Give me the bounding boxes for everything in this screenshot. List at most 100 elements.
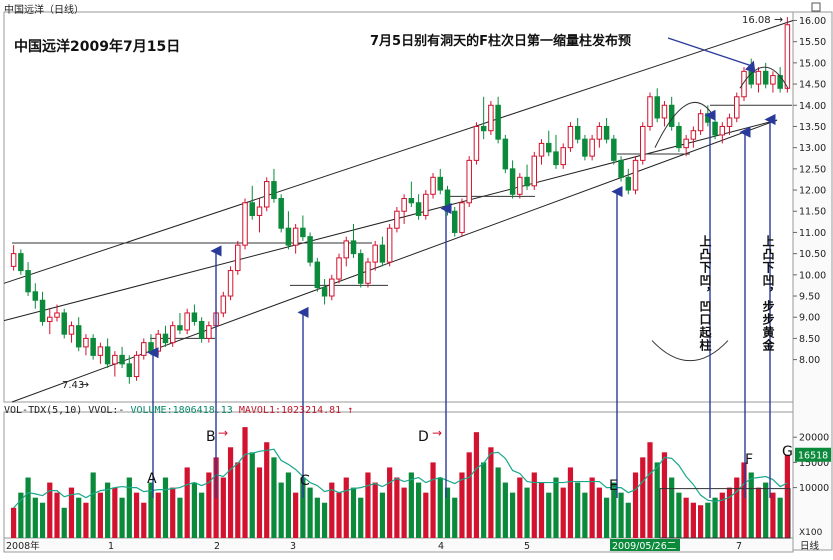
volume-bar-15 xyxy=(119,497,125,538)
volume-bar-87 xyxy=(640,457,646,538)
volume-bar-51 xyxy=(379,492,386,538)
candle-body-79 xyxy=(582,138,588,157)
volume-bar-80 xyxy=(589,477,595,538)
candle-body-30 xyxy=(227,270,234,297)
volume-bar-93 xyxy=(683,497,689,538)
candle-body-33 xyxy=(249,202,255,216)
volume-legend-arrow: ↑ xyxy=(347,405,354,416)
candle-body-69 xyxy=(509,168,516,195)
candle-body-71 xyxy=(524,176,530,187)
candle-body-16 xyxy=(126,363,133,378)
volume-bar-47 xyxy=(350,487,357,538)
candle-body-20 xyxy=(155,333,161,352)
price-tick-label: 10.00 xyxy=(799,270,826,281)
volume-bar-79 xyxy=(582,492,588,538)
candle-body-87 xyxy=(640,125,646,161)
annotation-vertical-2: 上凸下凹，步步黄金 xyxy=(761,235,775,352)
volume-bar-33 xyxy=(249,452,255,538)
volume-bar-75 xyxy=(553,477,559,538)
volume-bar-25 xyxy=(191,482,198,538)
candle-body-52 xyxy=(386,227,393,263)
volume-bar-55 xyxy=(408,472,414,538)
candle-body-101 xyxy=(741,70,747,98)
price-tick-label: 16.00 xyxy=(799,16,826,27)
volume-bar-64 xyxy=(473,432,480,538)
marker-letter-E: E xyxy=(609,478,618,494)
volume-bar-32 xyxy=(242,427,248,538)
candle-body-38 xyxy=(285,227,292,246)
candle-body-34 xyxy=(256,206,263,216)
volume-tick-label: 20000 xyxy=(799,433,829,444)
volume-bar-101 xyxy=(741,462,747,538)
arc-convex-2 xyxy=(739,66,789,89)
candle-body-35 xyxy=(263,181,270,208)
volume-bar-99 xyxy=(726,487,733,538)
volume-bar-76 xyxy=(560,487,566,538)
candle-body-6 xyxy=(54,312,60,318)
price-tick-label: 15.00 xyxy=(799,58,826,69)
marker-letter-A: A xyxy=(147,471,157,487)
candle-body-65 xyxy=(480,125,487,132)
price-tick-label: 10.50 xyxy=(799,249,826,260)
candle-body-10 xyxy=(83,337,89,348)
candle-body-49 xyxy=(365,261,371,284)
candle-body-98 xyxy=(719,125,726,136)
candle-body-63 xyxy=(466,159,472,204)
high-price-pointer: → xyxy=(774,13,783,26)
candle-body-100 xyxy=(734,96,740,119)
annotation-vertical-1: 上凸下凹，凹口起柱 xyxy=(698,235,712,352)
marker-letter-F: F xyxy=(745,452,753,468)
volume-bar-58 xyxy=(430,462,436,538)
volume-bar-0 xyxy=(11,507,17,538)
candle-body-67 xyxy=(495,104,501,140)
candle-body-105 xyxy=(770,75,776,85)
candle-body-39 xyxy=(292,227,299,246)
price-tick-label: 12.50 xyxy=(799,164,826,175)
candle-body-9 xyxy=(75,325,82,348)
date-label-6: 2009/05/26二 xyxy=(612,541,676,552)
price-tick-label: 14.00 xyxy=(799,101,826,112)
low-price-pointer: → xyxy=(80,378,89,391)
price-panel-frame xyxy=(3,11,794,403)
volume-bar-78 xyxy=(575,482,581,538)
candle-body-1 xyxy=(18,253,24,272)
volume-bar-5 xyxy=(47,482,53,538)
volume-bar-48 xyxy=(358,497,364,538)
volume-bar-91 xyxy=(669,477,675,538)
pointer-arrow-D: → xyxy=(432,426,442,440)
volume-bar-67 xyxy=(495,467,501,538)
marker-letter-D: D xyxy=(418,429,429,445)
volume-bar-98 xyxy=(719,492,725,538)
candle-body-83 xyxy=(611,138,617,161)
volume-bar-68 xyxy=(502,482,508,538)
volume-legend-volume: VOLUME:1806418.13 xyxy=(130,405,233,416)
volume-tick-label: 15000 xyxy=(799,458,829,469)
candle-body-103 xyxy=(755,70,762,85)
candle-body-3 xyxy=(32,291,39,301)
date-label-2: 2 xyxy=(214,541,220,552)
volume-bar-77 xyxy=(567,467,574,538)
volume-bar-38 xyxy=(285,472,292,538)
volume-bar-45 xyxy=(336,492,342,538)
candle-body-94 xyxy=(690,130,697,140)
volume-bar-49 xyxy=(365,472,371,538)
volume-bar-72 xyxy=(531,472,537,538)
stock-title: 中国远洋（日线） xyxy=(4,5,84,16)
volume-bar-104 xyxy=(763,482,769,538)
arc-concave-vol xyxy=(651,340,729,362)
candle-body-68 xyxy=(502,138,509,170)
marker-letter-B: B xyxy=(206,429,216,445)
volume-bar-94 xyxy=(690,502,696,538)
candle-body-91 xyxy=(668,104,675,127)
candle-body-55 xyxy=(408,198,415,204)
candle-body-48 xyxy=(357,253,364,284)
candle-body-56 xyxy=(415,202,422,216)
volume-bar-52 xyxy=(387,467,393,538)
candle-body-64 xyxy=(473,125,480,161)
candle-body-31 xyxy=(235,244,241,272)
volume-bar-26 xyxy=(199,492,205,538)
volume-bar-37 xyxy=(278,482,284,538)
price-tick-label: 9.00 xyxy=(799,313,820,324)
volume-bar-56 xyxy=(415,482,422,538)
volume-bar-30 xyxy=(227,447,234,538)
